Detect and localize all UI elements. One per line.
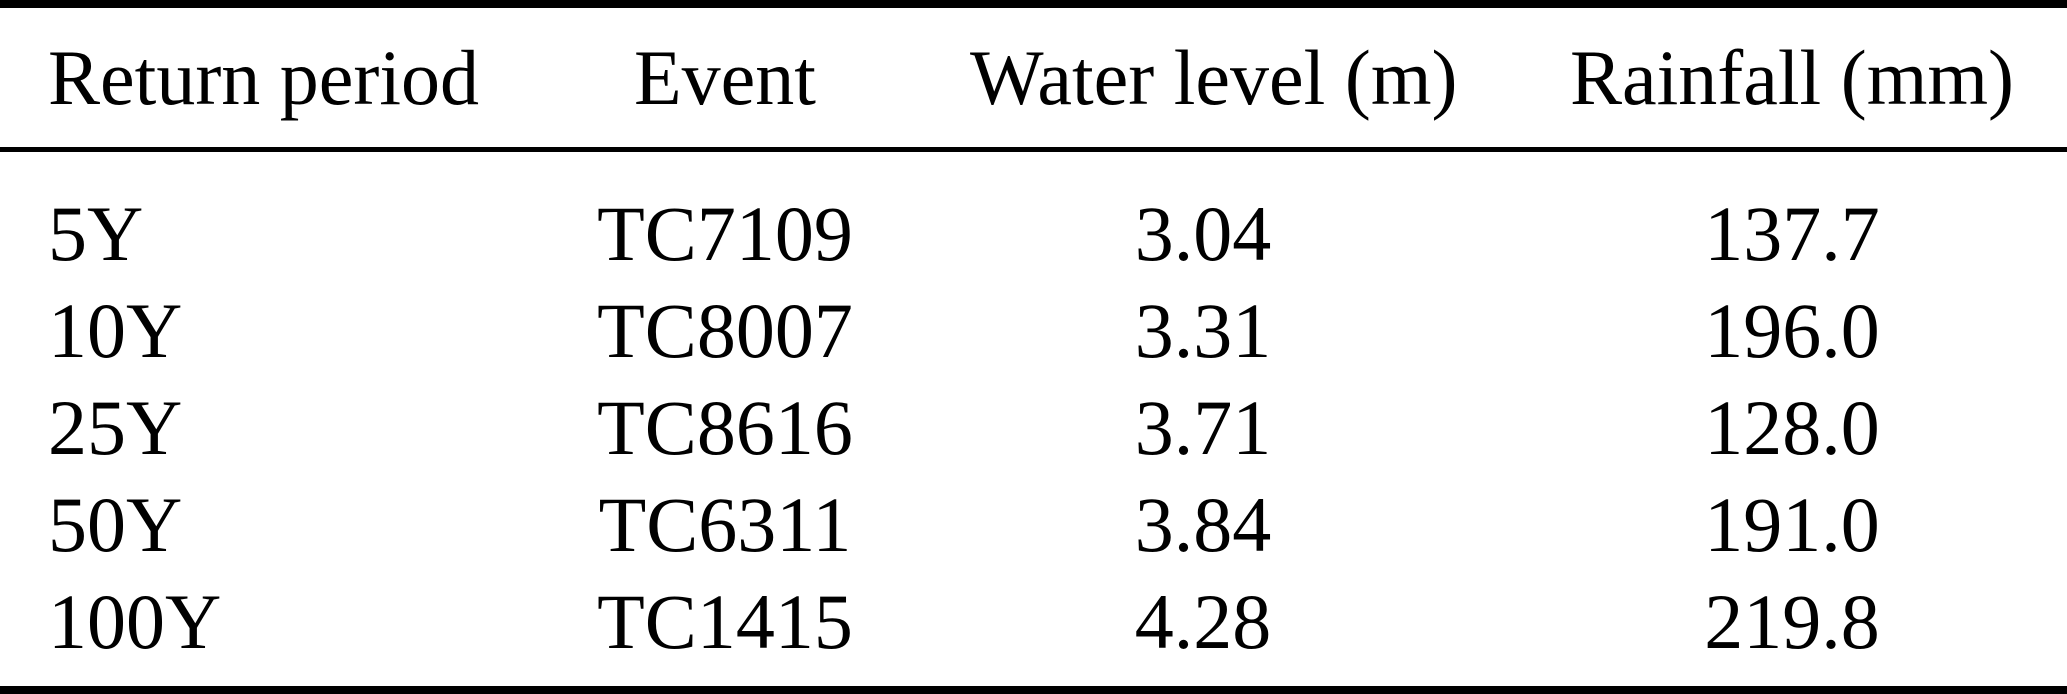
cell-event: TC8007 [597,286,853,374]
cell-rainfall: 128.0 [1704,383,1880,471]
header-water-level: Water level (m) [970,33,1458,121]
header-event: Event [634,33,816,121]
cell-return-period: 100Y [48,577,222,665]
cell-rainfall: 191.0 [1704,480,1880,568]
cell-return-period: 25Y [48,383,183,471]
cell-water-level: 4.28 [1134,577,1272,665]
cell-return-period: 10Y [48,286,183,374]
cell-rainfall: 137.7 [1704,189,1880,277]
table-row: 10Y TC8007 3.31 196.0 [0,282,2067,379]
cell-event: TC7109 [597,189,853,277]
cell-event: TC8616 [597,383,853,471]
cell-return-period: 5Y [48,189,144,277]
table-bottom-rule [0,686,2067,694]
cell-water-level: 3.71 [1134,383,1272,471]
cell-event: TC1415 [597,577,853,665]
table-row: 25Y TC8616 3.71 128.0 [0,379,2067,476]
table-body: 5Y TC7109 3.04 137.7 10Y TC8007 3.31 196… [0,152,2067,670]
table-header-row: Return period Event Water level (m) Rain… [0,8,2067,147]
table-row: 5Y TC7109 3.04 137.7 [0,185,2067,282]
cell-rainfall: 196.0 [1704,286,1880,374]
cell-event: TC6311 [598,480,852,568]
cell-rainfall: 219.8 [1704,577,1880,665]
table-row: 100Y TC1415 4.28 219.8 [0,573,2067,670]
table-row: 50Y TC6311 3.84 191.0 [0,476,2067,573]
header-rainfall: Rainfall (mm) [1569,33,2015,121]
table-top-rule [0,0,2067,8]
cell-water-level: 3.04 [1134,189,1272,277]
table-mid-rule [0,147,2067,152]
cell-return-period: 50Y [48,480,183,568]
cell-water-level: 3.31 [1134,286,1272,374]
header-return-period: Return period [48,33,480,121]
cell-water-level: 3.84 [1134,480,1272,568]
